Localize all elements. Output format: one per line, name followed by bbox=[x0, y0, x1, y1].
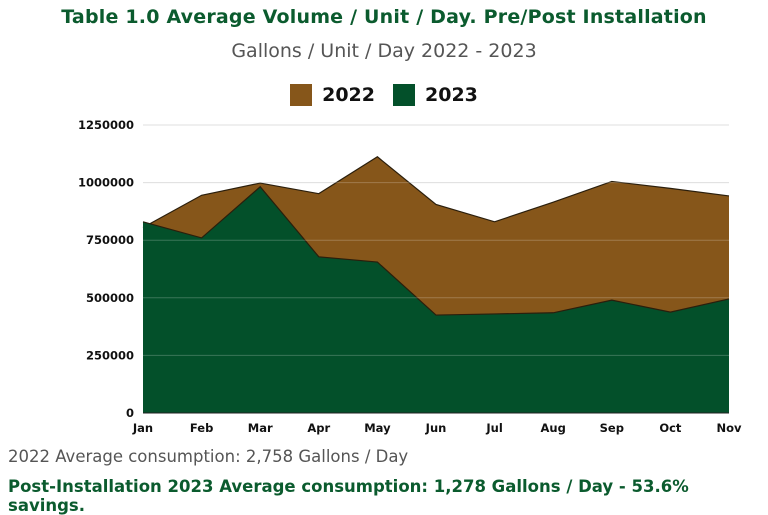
chart-legend: 2022 2023 bbox=[0, 84, 768, 106]
x-tick-label: Feb bbox=[190, 421, 213, 435]
y-tick-label: 750000 bbox=[86, 233, 134, 247]
note-2023-savings: Post-Installation 2023 Average consumpti… bbox=[8, 477, 689, 515]
y-tick-label: 0 bbox=[126, 406, 134, 420]
y-tick-label: 1000000 bbox=[78, 176, 134, 190]
x-tick-label: Jun bbox=[425, 421, 447, 435]
x-tick-label: Aug bbox=[541, 421, 566, 435]
legend-label-2022: 2022 bbox=[322, 84, 375, 106]
legend-item-2023: 2023 bbox=[393, 84, 478, 106]
x-tick-label: May bbox=[364, 421, 391, 435]
legend-swatch-2023 bbox=[393, 84, 415, 106]
x-tick-label: Jul bbox=[485, 421, 502, 435]
y-tick-label: 500000 bbox=[86, 291, 134, 305]
legend-item-2022: 2022 bbox=[290, 84, 375, 106]
y-tick-label: 1250000 bbox=[78, 118, 134, 132]
legend-label-2023: 2023 bbox=[425, 84, 478, 106]
y-tick-label: 250000 bbox=[86, 348, 134, 362]
line-series-2023 bbox=[142, 185, 730, 316]
chart-title: Table 1.0 Average Volume / Unit / Day. P… bbox=[61, 6, 707, 28]
note-2022-average: 2022 Average consumption: 2,758 Gallons … bbox=[8, 447, 409, 466]
line-series-2022 bbox=[142, 156, 730, 229]
x-tick-label: Oct bbox=[659, 421, 682, 435]
x-tick-label: Mar bbox=[248, 421, 273, 435]
x-tick-label: Sep bbox=[600, 421, 624, 435]
x-tick-label: Nov bbox=[716, 421, 742, 435]
chart-subtitle: Gallons / Unit / Day 2022 - 2023 bbox=[231, 40, 537, 62]
legend-swatch-2022 bbox=[290, 84, 313, 106]
area-series-2023 bbox=[143, 186, 729, 413]
x-tick-label: Apr bbox=[307, 421, 330, 435]
x-tick-label: Jan bbox=[132, 421, 153, 435]
